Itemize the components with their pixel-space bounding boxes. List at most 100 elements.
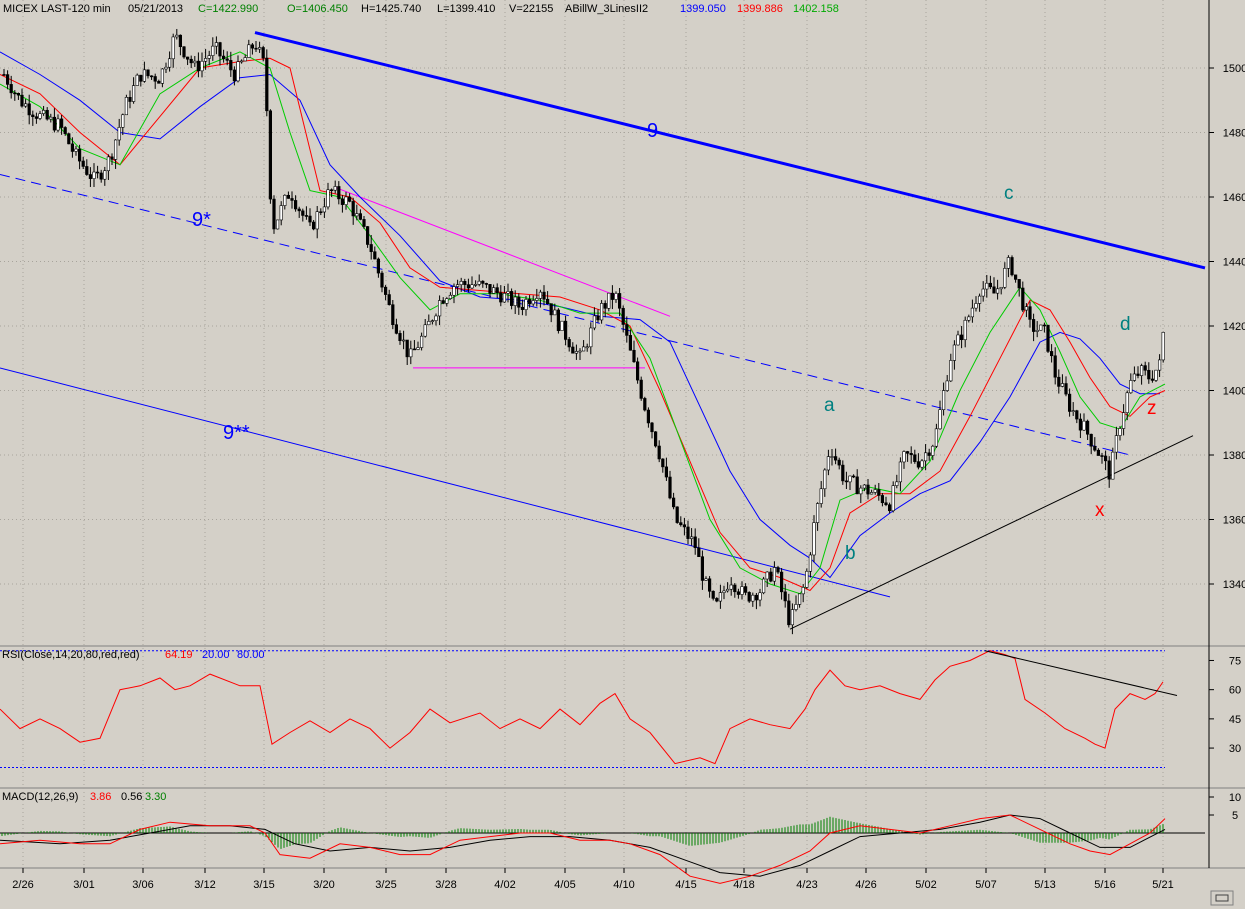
candle-body — [135, 74, 139, 86]
candle — [92, 163, 96, 187]
candle — [1111, 447, 1115, 480]
candle — [200, 52, 204, 78]
candle-body — [931, 445, 935, 456]
candle — [808, 552, 812, 578]
date-tick-label: 4/05 — [554, 879, 575, 891]
candle-body — [376, 258, 381, 274]
candle-body — [1125, 392, 1129, 413]
candle — [196, 52, 201, 78]
candle — [866, 479, 870, 500]
candle-body — [949, 360, 953, 382]
candle-body — [398, 333, 402, 342]
candle — [193, 56, 197, 67]
candle — [754, 592, 758, 610]
rsi-tick-label: 45 — [1229, 714, 1241, 726]
candle — [110, 153, 114, 166]
candle-body — [718, 592, 722, 602]
candle-body — [621, 307, 625, 325]
candle — [891, 481, 895, 513]
candle — [1068, 388, 1072, 417]
candle — [524, 296, 528, 316]
candle-body — [59, 118, 64, 128]
moving-average-blue — [0, 51, 1160, 579]
candle — [1053, 347, 1057, 385]
candle — [445, 297, 449, 307]
candle-body — [150, 75, 154, 78]
candle-body — [747, 592, 751, 602]
candle-body — [491, 287, 496, 294]
candle-body — [99, 172, 103, 180]
candle-body — [168, 58, 172, 68]
candle — [333, 180, 337, 194]
candle — [765, 571, 769, 587]
candle — [78, 144, 82, 170]
candle — [945, 375, 949, 392]
candle-body — [182, 46, 186, 58]
candle-body — [859, 487, 863, 495]
candle — [844, 471, 848, 489]
candle-body — [1114, 435, 1118, 453]
wave-b-label: b — [845, 543, 856, 564]
candle — [168, 51, 172, 72]
rsi-layer — [0, 650, 1178, 769]
candle-body — [344, 196, 348, 205]
candle-body — [1093, 445, 1097, 451]
candle-body — [729, 584, 733, 590]
candle-body — [819, 488, 823, 504]
candle-body — [419, 335, 424, 348]
candle-body — [160, 68, 165, 84]
candle-body — [63, 127, 67, 134]
candle-body — [153, 76, 157, 82]
price-tick-label: 1420 — [1223, 321, 1245, 333]
candle-body — [743, 586, 748, 593]
date-tick-label: 5/13 — [1034, 879, 1055, 891]
candle — [290, 191, 294, 209]
candle-body — [920, 460, 924, 468]
candle-body — [275, 219, 280, 230]
candle — [855, 469, 859, 495]
candle-body — [963, 319, 967, 341]
candle — [797, 593, 802, 608]
candle-body — [121, 114, 125, 128]
candle-body — [1017, 279, 1021, 289]
candle-body — [470, 284, 474, 289]
candle-body — [412, 348, 417, 351]
candle — [700, 550, 704, 590]
candle-body — [531, 300, 535, 305]
candle-body — [186, 56, 190, 60]
candle-body — [1075, 410, 1079, 420]
candle-body — [473, 284, 478, 286]
candle-body — [351, 201, 355, 217]
candle — [319, 208, 323, 216]
candle-body — [1150, 378, 1154, 381]
candle-body — [574, 351, 578, 354]
candle-body — [675, 506, 679, 523]
candle-body — [146, 69, 150, 77]
candle — [639, 376, 643, 401]
date-tick-label: 4/02 — [494, 879, 515, 891]
candle-body — [1104, 455, 1108, 462]
rsi-trendline — [984, 650, 1178, 696]
candle — [830, 448, 834, 466]
candle — [171, 33, 175, 68]
candle-body — [315, 211, 319, 230]
candle-body — [1053, 355, 1057, 378]
candle-body — [877, 489, 881, 496]
candle-body — [139, 74, 143, 82]
candle — [1086, 419, 1090, 441]
candle-body — [1154, 369, 1158, 381]
candle-body — [599, 303, 604, 321]
candle — [412, 340, 417, 351]
candle — [823, 468, 827, 497]
candle-body — [873, 489, 877, 493]
candle-body — [1013, 274, 1018, 280]
candle-body — [484, 283, 489, 285]
candle — [682, 517, 686, 536]
date-tick-label: 5/21 — [1152, 879, 1173, 891]
candle — [898, 457, 902, 492]
candle-body — [78, 148, 82, 162]
candle — [304, 206, 309, 220]
candle-body — [790, 609, 794, 626]
candle — [437, 295, 442, 326]
candle — [927, 448, 931, 461]
